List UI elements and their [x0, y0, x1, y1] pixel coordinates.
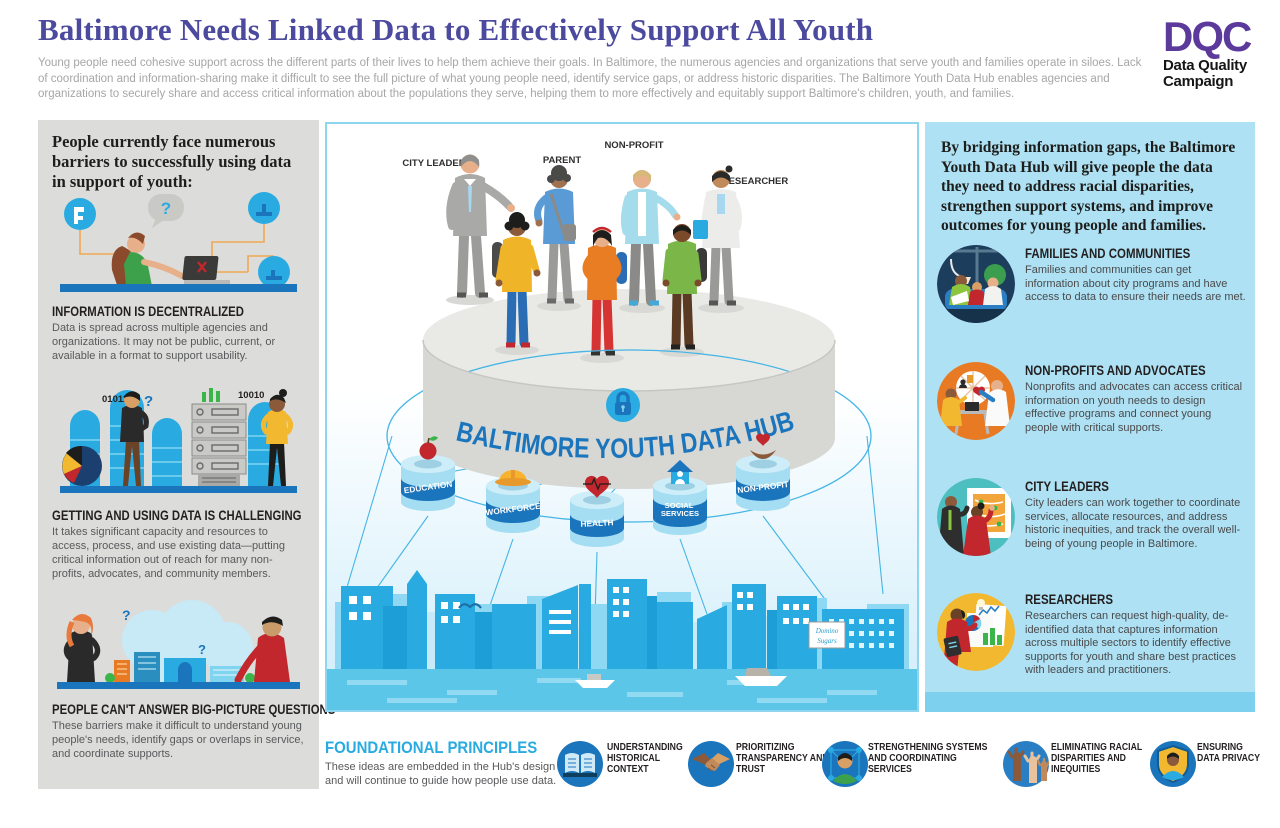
- researcher-figure: [693, 165, 744, 313]
- question-mark: ?: [144, 393, 153, 410]
- question-bubble-icon: ?: [148, 194, 184, 228]
- harbor-water: [327, 668, 917, 710]
- decentralized-illustration: ?: [60, 192, 297, 292]
- lock-icon: [606, 388, 640, 422]
- barriers-sidebar: People currently face numerous barriers …: [38, 120, 335, 789]
- benefits-panel: By bridging information gaps, the Baltim…: [925, 122, 1255, 712]
- coordinating-services-icon: [822, 741, 868, 787]
- actor-label-non-profit: NON-PROFIT: [604, 140, 663, 151]
- racial-equity-icon: [1003, 741, 1049, 787]
- data-privacy-icon: [1150, 741, 1196, 787]
- dqc-logo-acronym: DQC: [1163, 13, 1252, 60]
- benefit-4-text: Researchers can request high-quality, de…: [1025, 610, 1236, 676]
- benefit-2-title: NON-PROFITS AND ADVOCATES: [1025, 363, 1206, 378]
- sector-workforce: WORKFORCE: [485, 470, 542, 533]
- sector-label-social-services: SOCIAL SERVICES: [661, 501, 699, 518]
- benefits-heading: By bridging information gaps, the Baltim…: [941, 139, 1236, 234]
- principle-3-label: STRENGTHENING SYSTEMS AND COORDINATING S…: [868, 742, 988, 775]
- families-illustration-icon: [937, 245, 1015, 323]
- principle-2-label: PRIORITIZING TRANSPARENCY AND TRUST: [736, 742, 829, 775]
- thinking-man-figure: [120, 391, 149, 486]
- binary-label: 10010: [238, 390, 264, 401]
- man-figure-right: [234, 616, 290, 684]
- dqc-logo-name-line1: Data Quality: [1163, 57, 1247, 74]
- benefit-1-title: FAMILIES AND COMMUNITIES: [1025, 246, 1191, 261]
- standing-woman-figure: [260, 389, 294, 486]
- principle-5-label: ENSURING DATA PRIVACY: [1197, 742, 1261, 764]
- transparency-trust-icon: [688, 741, 734, 787]
- ground-line: [57, 682, 300, 689]
- svg-text:HEALTH: HEALTH: [580, 517, 614, 529]
- hub-diagram-panel: CITY LEADER PARENT NON-PROFIT RESEARCHER: [325, 122, 919, 712]
- barrier-2-title: GETTING AND USING DATA IS CHALLENGING: [52, 508, 302, 523]
- barriers-heading: People currently face numerous barriers …: [52, 132, 292, 191]
- benefit-2-text: Nonprofits and advocates can access crit…: [1025, 381, 1243, 434]
- actor-label-researcher: RESEARCHER: [722, 176, 789, 187]
- woman-figure-left: [63, 613, 101, 682]
- barrier-3-title: PEOPLE CAN'T ANSWER BIG-PICTURE QUESTION…: [52, 702, 336, 717]
- benefit-1-text: Families and communities can get informa…: [1025, 264, 1246, 303]
- binary-label: 010111: [102, 394, 133, 405]
- non-profit-figure: [619, 170, 681, 313]
- heart-pulse-icon: [583, 475, 611, 498]
- data-node-icon: [64, 198, 96, 230]
- woman-at-laptop-figure: [111, 232, 230, 288]
- page-title: Baltimore Needs Linked Data to Effective…: [38, 12, 874, 47]
- youth-girl-orange-figure: [580, 226, 627, 363]
- benefit-3-title: CITY LEADERS: [1025, 479, 1109, 494]
- city-leaders-illustration-icon: [937, 478, 1015, 556]
- question-mark: ?: [122, 607, 131, 623]
- barrier-1-text: Data is spread across multiple agencies …: [52, 322, 276, 362]
- svg-text:Sugars: Sugars: [817, 637, 837, 645]
- challenging-data-illustration: 010111 ? 10010: [60, 388, 297, 493]
- barrier-2-text: It takes significant capacity and resour…: [52, 526, 285, 580]
- barrier-3-text: These barriers make it difficult to unde…: [52, 720, 304, 760]
- parent-figure: [534, 165, 581, 311]
- intro-paragraph: Young people need cohesive support acros…: [38, 57, 1142, 100]
- big-picture-illustration: ? ? ?: [57, 600, 300, 689]
- shelter-icon: [667, 460, 693, 484]
- apple-icon: [419, 436, 438, 460]
- hardhat-icon: [495, 470, 531, 486]
- city-leader-figure: [446, 154, 515, 305]
- svg-text:Domino: Domino: [815, 627, 839, 635]
- question-mark: ?: [198, 642, 206, 657]
- panel-bottom-strip: [925, 692, 1255, 712]
- hub-ring: [386, 349, 872, 523]
- barrier-1-title: INFORMATION IS DECENTRALIZED: [52, 304, 244, 319]
- sector-education: EDUCATION: [401, 436, 455, 511]
- desk-line: [60, 284, 297, 292]
- domino-sugars-sign: Domino Sugars: [808, 621, 846, 649]
- researchers-illustration-icon: [937, 593, 1015, 671]
- baltimore-skyline: Domino Sugars: [335, 570, 909, 669]
- dqc-logo-name-line2: Campaign: [1163, 73, 1234, 90]
- principle-1-label: UNDERSTANDING HISTORICAL CONTEXT: [607, 742, 683, 775]
- hub-diagram: CITY LEADER PARENT NON-PROFIT RESEARCHER: [327, 140, 917, 710]
- sector-health: HEALTH: [570, 475, 624, 547]
- actor-label-parent: PARENT: [543, 155, 582, 166]
- sector-social-services: SOCIAL SERVICES: [653, 460, 707, 535]
- historical-context-icon: [557, 741, 603, 787]
- nonprofits-illustration-icon: [937, 362, 1015, 440]
- laptop-icon: [182, 256, 230, 285]
- question-mark: ?: [161, 199, 171, 218]
- benefit-4-title: RESEARCHERS: [1025, 592, 1114, 607]
- principles-text: These ideas are embedded in the Hub's de…: [325, 761, 557, 787]
- principles-heading: FOUNDATIONAL PRINCIPLES: [325, 738, 538, 757]
- youth-girl-yellow-figure: [492, 212, 541, 355]
- giving-hand-icon: [750, 433, 776, 459]
- boat-icon: [735, 668, 787, 686]
- sector-non-profit: NON-PROFIT: [736, 433, 790, 511]
- dqc-logo: DQC Data Quality Campaign: [1163, 16, 1263, 90]
- boat-icon: [575, 674, 615, 688]
- server-stack-icon: 10010: [191, 388, 264, 488]
- benefit-3-text: City leaders can work together to coordi…: [1025, 497, 1241, 550]
- bird-icon: [458, 603, 482, 609]
- actor-label-city-leader: CITY LEADER: [402, 158, 465, 169]
- principle-4-label: ELIMINATING RACIAL DISPARITIES AND INEQU…: [1051, 742, 1143, 775]
- pie-chart-icon: [62, 445, 102, 486]
- ground-line: [60, 486, 297, 493]
